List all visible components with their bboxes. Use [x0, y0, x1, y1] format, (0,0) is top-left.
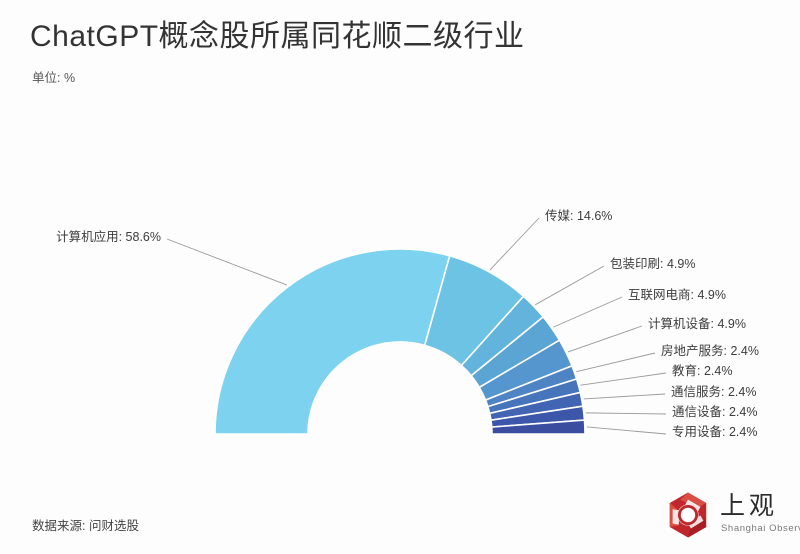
slice-leader-line: [580, 372, 667, 386]
slice-leader-line: [585, 412, 667, 415]
slice-label: 房地产服务: 2.4%: [661, 344, 759, 358]
slice-label: 通信设备: 2.4%: [672, 405, 758, 419]
donut-slice[interactable]: [214, 248, 451, 435]
chart-unit-subtitle: 单位: %: [32, 71, 76, 85]
slice-label: 计算机设备: 4.9%: [648, 317, 746, 331]
slice-leader-line: [553, 296, 623, 328]
slice-label: 专用设备: 2.4%: [672, 425, 758, 439]
slice-leader-line: [567, 325, 643, 353]
slice-label: 教育: 2.4%: [672, 364, 733, 378]
slice-leader-line: [586, 426, 667, 435]
slice-leader-line: [489, 217, 540, 271]
leader-line-group: [166, 217, 667, 435]
slice-leader-line: [166, 238, 288, 286]
hexagon-logo-icon: [669, 492, 707, 538]
source-note: 数据来源: 问财选股: [32, 519, 139, 533]
page-title: ChatGPT概念股所属同花顺二级行业: [30, 20, 525, 53]
brand-logo: 上观 Shanghai Observer: [664, 489, 800, 543]
slice-leader-line: [534, 265, 605, 306]
slice-leader-line: [583, 393, 666, 400]
slice-label: 计算机应用: 58.6%: [56, 230, 161, 244]
slice-label: 传媒: 14.6%: [545, 209, 613, 223]
slice-label: 互联网电商: 4.9%: [628, 288, 726, 302]
donut-slice-group: [214, 248, 586, 435]
donut-slice[interactable]: [490, 419, 586, 435]
slice-label: 通信服务: 2.4%: [671, 385, 757, 399]
brand-name-en: Shanghai Observer: [721, 523, 800, 534]
slice-label: 包装印刷: 4.9%: [610, 257, 696, 271]
slice-leader-line: [576, 352, 656, 373]
brand-name-cn: 上观: [720, 491, 779, 520]
